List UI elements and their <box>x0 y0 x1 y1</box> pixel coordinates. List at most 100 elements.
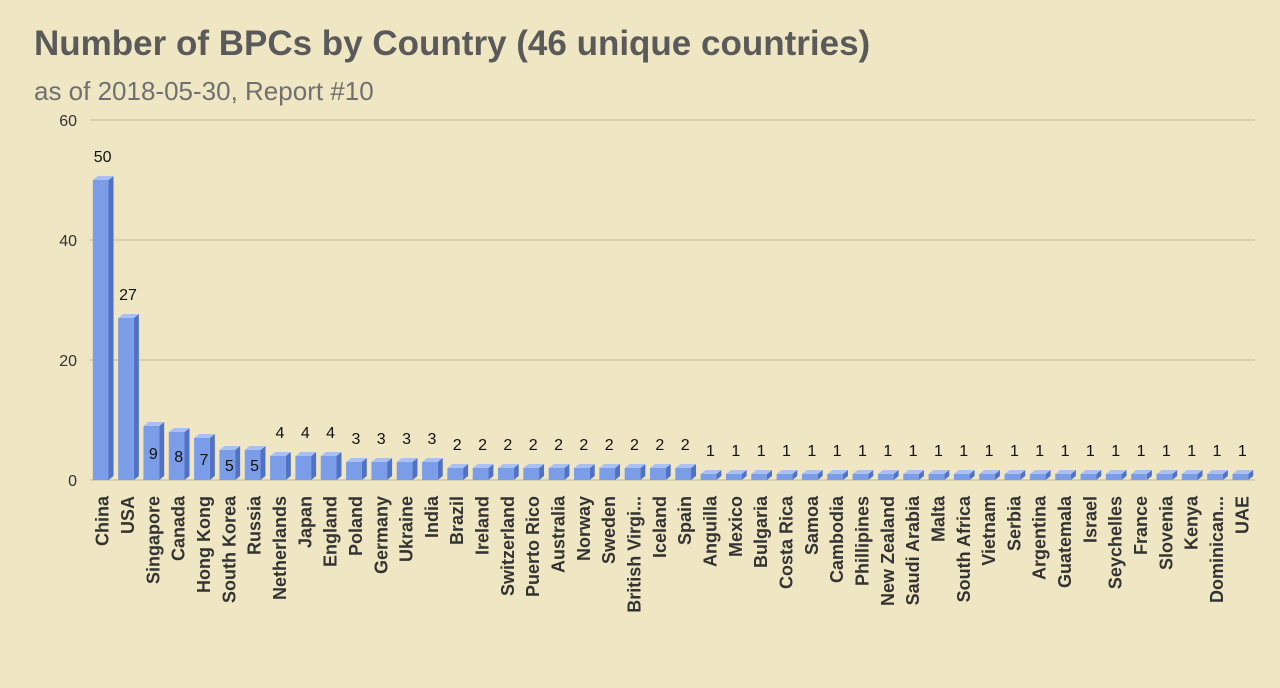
data-label: 1 <box>1213 443 1222 460</box>
x-tick-label: France <box>1131 496 1151 555</box>
bar <box>168 428 190 480</box>
bar-side <box>1172 470 1178 480</box>
bar-front <box>979 474 995 480</box>
bar-side <box>564 464 570 480</box>
bar-top <box>903 470 924 474</box>
x-tick-label: China <box>93 495 113 546</box>
data-label: 8 <box>174 449 183 466</box>
bar <box>219 446 241 480</box>
bar-top <box>599 464 621 468</box>
data-label: 1 <box>985 443 994 460</box>
bar <box>92 176 114 480</box>
bar-top <box>574 464 595 468</box>
bar-top <box>801 470 823 474</box>
bar-top <box>422 458 443 462</box>
data-label: 1 <box>757 443 766 460</box>
bar <box>295 452 317 480</box>
bar <box>1131 470 1152 480</box>
bar <box>1181 470 1203 480</box>
x-tick-label: Israel <box>1080 496 1100 543</box>
bar-side <box>1197 470 1203 480</box>
x-tick-label: Canada <box>169 495 189 561</box>
x-tick-label: India <box>422 495 442 538</box>
bar-front <box>928 474 945 480</box>
bar-front <box>903 474 919 480</box>
bar-top <box>877 470 899 474</box>
data-label: 2 <box>655 437 664 454</box>
data-label: 1 <box>1086 443 1095 460</box>
bar <box>675 464 697 480</box>
data-label: 9 <box>149 446 158 463</box>
bar-side <box>640 464 646 480</box>
x-tick-label: Seychelles <box>1106 496 1126 589</box>
bar <box>320 452 342 480</box>
bar <box>1105 470 1127 480</box>
bar-side <box>944 470 950 480</box>
bar-front <box>1207 474 1223 480</box>
bar-top <box>1232 470 1254 474</box>
y-gridlines <box>90 119 1255 481</box>
data-label: 1 <box>1238 443 1247 460</box>
bar-side <box>1222 470 1228 480</box>
bar <box>599 464 621 480</box>
x-tick-label: Slovenia <box>1156 495 1176 570</box>
bar-top <box>320 452 342 456</box>
bar-top <box>447 464 469 468</box>
bar-side <box>1121 470 1127 480</box>
bar <box>1080 470 1102 480</box>
x-tick-label: Iceland <box>650 496 670 558</box>
bar-side <box>1248 470 1254 480</box>
x-tick-label: Mexico <box>726 496 746 557</box>
bar-side <box>615 464 621 480</box>
bar-side <box>184 428 190 480</box>
data-label: 2 <box>554 437 563 454</box>
y-tick-label: 0 <box>68 473 77 490</box>
bar-side <box>311 452 317 480</box>
x-tick-labels: China USA Singapore Canada Hong Kong South Ko… <box>93 495 1253 613</box>
bar <box>979 470 1000 480</box>
bar <box>725 470 747 480</box>
bar-front <box>168 432 185 480</box>
bar-side <box>868 470 874 480</box>
bar-top <box>1004 470 1026 474</box>
x-tick-label: Samoa <box>802 495 822 555</box>
bar-front <box>295 456 312 480</box>
bar-front <box>700 474 717 480</box>
data-label: 4 <box>301 425 310 442</box>
bar-front <box>143 426 160 480</box>
bar-side <box>665 464 671 480</box>
x-tick-label: England <box>321 496 341 567</box>
data-label: 27 <box>119 287 137 304</box>
bar-front <box>1055 474 1071 480</box>
data-label: 1 <box>1035 443 1044 460</box>
data-label: 3 <box>377 431 386 448</box>
data-label: 1 <box>1010 443 1019 460</box>
x-tick-label: Saudi Arabia <box>903 495 923 605</box>
bar-side <box>918 470 924 480</box>
bar-top <box>143 422 165 426</box>
bar <box>649 464 671 480</box>
data-label: 7 <box>200 452 209 469</box>
x-tick-label: Costa Rica <box>776 495 796 589</box>
bar-side <box>108 176 114 480</box>
x-tick-label: Kenya <box>1182 495 1202 550</box>
bar-top <box>270 452 291 456</box>
bar <box>371 458 393 480</box>
bar-side <box>133 314 139 480</box>
bar-top <box>219 446 241 450</box>
bar <box>447 464 469 480</box>
bar-top <box>1029 470 1051 474</box>
bar-side <box>842 470 848 480</box>
bar-front <box>877 474 894 480</box>
data-label: 2 <box>453 437 462 454</box>
data-label: 1 <box>1187 443 1196 460</box>
bar-top <box>928 470 950 474</box>
x-tick-label: Australia <box>549 495 569 573</box>
bar-top <box>1207 470 1228 474</box>
data-label: 5 <box>250 458 259 475</box>
data-label: 2 <box>579 437 588 454</box>
bar-top <box>776 470 798 474</box>
bar-front <box>1105 474 1122 480</box>
x-tick-label: Germany <box>371 496 391 574</box>
data-label: 2 <box>605 437 614 454</box>
